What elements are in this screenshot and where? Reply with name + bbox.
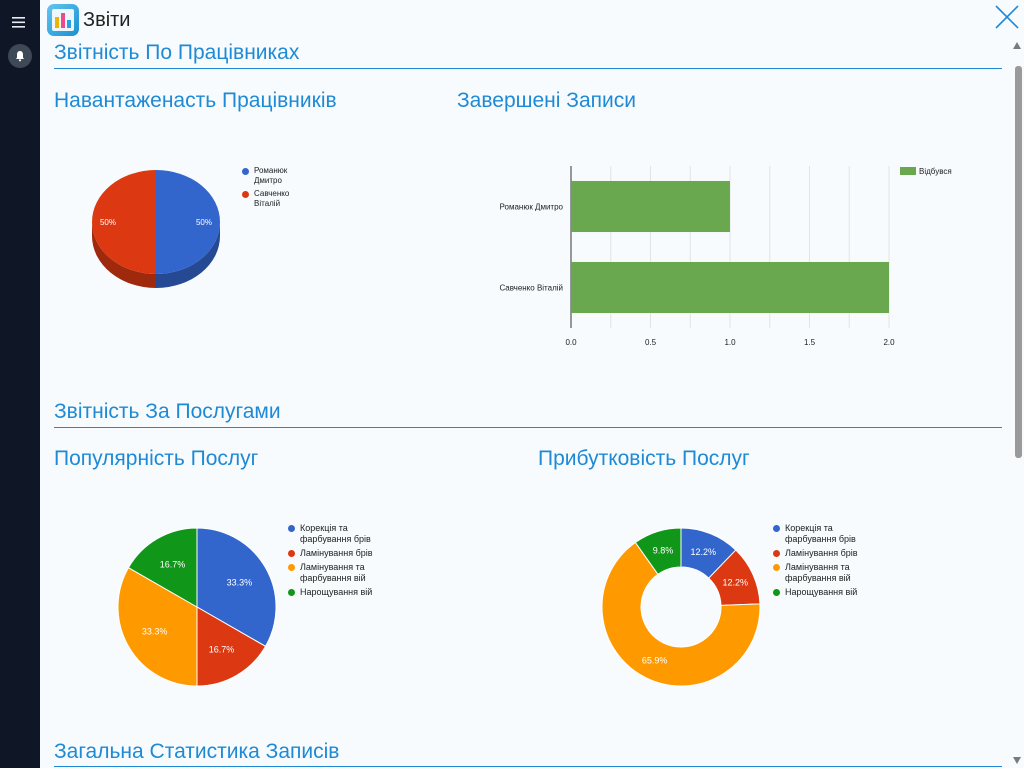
legend-label: Романюк Дмитро bbox=[254, 166, 288, 185]
legend-item: Ламінування та фарбування вій bbox=[773, 562, 860, 584]
legend-item: Нарощування вій bbox=[773, 587, 860, 598]
legend-swatch bbox=[242, 191, 249, 198]
chart-title-workload: Навантаженасть Працівників bbox=[54, 89, 337, 112]
legend-swatch bbox=[288, 550, 295, 557]
pie-slice-side bbox=[156, 222, 220, 288]
close-icon[interactable] bbox=[994, 4, 1020, 30]
sidebar bbox=[0, 0, 40, 768]
legend-item: Ламінування брів bbox=[288, 548, 375, 559]
x-tick-label: 2.0 bbox=[883, 338, 895, 347]
slice-label: 50% bbox=[196, 218, 212, 227]
slice-label: 12.2% bbox=[690, 547, 716, 557]
workload-pie-chart: 50% 50% bbox=[92, 170, 220, 288]
legend-swatch bbox=[900, 167, 916, 175]
legend-swatch bbox=[288, 525, 295, 532]
legend-label: Нарощування вій bbox=[300, 587, 373, 597]
section-title-staff: Звітність По Працівниках bbox=[54, 41, 300, 64]
legend-swatch bbox=[773, 564, 780, 571]
slice-label: 16.7% bbox=[160, 560, 186, 570]
pie-slice[interactable] bbox=[117, 566, 198, 687]
bar[interactable] bbox=[571, 261, 889, 314]
legend-label: Корекція та фарбування брів bbox=[785, 523, 856, 544]
legend-swatch bbox=[288, 564, 295, 571]
legend-item: Ламінування та фарбування вій bbox=[288, 562, 375, 584]
pie-slice[interactable] bbox=[196, 527, 277, 648]
chart-title-profitability: Прибутковість Послуг bbox=[538, 447, 750, 470]
legend-swatch bbox=[773, 589, 780, 596]
profitability-legend: Корекція та фарбування брів Ламінування б… bbox=[773, 523, 860, 601]
legend-label: Корекція та фарбування брів bbox=[300, 523, 371, 544]
notifications-button[interactable] bbox=[8, 44, 32, 68]
section-divider bbox=[54, 427, 1002, 428]
legend-swatch bbox=[242, 168, 249, 175]
pie-slice[interactable] bbox=[196, 606, 267, 687]
legend-item: Ламінування брів bbox=[773, 548, 860, 559]
reports-app-icon bbox=[47, 4, 79, 36]
y-category-label: Савченко Віталій bbox=[499, 284, 563, 293]
chart-title-popularity: Популярність Послуг bbox=[54, 447, 259, 470]
completed-bar-chart: 0.0 0.5 1.0 1.5 2.0 Романюк Дмитро Савченко Ві… bbox=[499, 166, 952, 347]
scroll-down-arrow-icon[interactable] bbox=[1013, 757, 1021, 764]
legend-swatch bbox=[773, 525, 780, 532]
x-tick-label: 1.0 bbox=[724, 338, 736, 347]
legend-item: Нарощування вій bbox=[288, 587, 375, 598]
slice-label: 33.3% bbox=[142, 627, 168, 637]
workload-legend: Романюк Дмитро Савченко Віталій bbox=[242, 166, 298, 212]
y-category-label: Романюк Дмитро bbox=[500, 203, 564, 212]
slice-label: 50% bbox=[100, 218, 116, 227]
pie-slice-side bbox=[92, 222, 156, 288]
legend-item: Романюк Дмитро bbox=[242, 166, 298, 186]
scroll-up-arrow-icon[interactable] bbox=[1013, 42, 1021, 49]
section-title-services: Звітність За Послугами bbox=[54, 400, 281, 423]
x-tick-label: 1.5 bbox=[804, 338, 816, 347]
popularity-legend: Корекція та фарбування брів Ламінування б… bbox=[288, 523, 375, 601]
slice-label: 9.8% bbox=[653, 545, 674, 555]
legend-swatch bbox=[288, 589, 295, 596]
x-tick-label: 0.5 bbox=[645, 338, 657, 347]
slice-label: 33.3% bbox=[227, 577, 253, 587]
legend-item: Корекція та фарбування брів bbox=[288, 523, 375, 545]
legend-label: Ламінування брів bbox=[785, 548, 858, 558]
popularity-pie-chart: 33.3% 16.7% 33.3% 16.7% bbox=[117, 527, 277, 687]
scrollbar-thumb[interactable] bbox=[1015, 66, 1022, 458]
app-title: Звіти bbox=[83, 8, 131, 31]
pie-slice[interactable] bbox=[127, 527, 198, 608]
legend-swatch bbox=[773, 550, 780, 557]
slice-label: 65.9% bbox=[642, 655, 668, 665]
x-tick-label: 0.0 bbox=[565, 338, 577, 347]
pie-slice[interactable] bbox=[92, 170, 156, 274]
profitability-donut-chart: 12.2% 12.2% 65.9% 9.8% bbox=[601, 527, 761, 687]
reports-window: Звіти Звітність По Працівниках Навантаже… bbox=[40, 0, 1024, 768]
slice-label: 16.7% bbox=[209, 644, 235, 654]
legend-label: Савченко Віталій bbox=[254, 189, 290, 208]
legend-label: Ламінування брів bbox=[300, 548, 373, 558]
bar[interactable] bbox=[571, 180, 730, 233]
app-header: Звіти bbox=[47, 3, 130, 37]
legend-label: Нарощування вій bbox=[785, 587, 858, 597]
legend-item: Савченко Віталій bbox=[242, 189, 298, 209]
chart-title-completed: Завершені Записи bbox=[457, 89, 636, 112]
section-divider bbox=[54, 68, 1002, 69]
bell-icon bbox=[16, 51, 24, 62]
legend-label: Ламінування та фарбування вій bbox=[300, 562, 366, 583]
section-divider bbox=[54, 766, 1002, 767]
pie-slice[interactable] bbox=[156, 170, 220, 274]
pie-slice[interactable] bbox=[634, 527, 682, 576]
slice-label: 12.2% bbox=[723, 578, 749, 588]
legend-label: Ламінування та фарбування вій bbox=[785, 562, 851, 583]
legend-item: Корекція та фарбування брів bbox=[773, 523, 860, 545]
section-title-general: Загальна Статистика Записів bbox=[54, 740, 340, 763]
pie-slice[interactable] bbox=[601, 541, 761, 687]
menu-icon[interactable] bbox=[11, 14, 27, 30]
legend-label: Відбувся bbox=[919, 167, 952, 176]
